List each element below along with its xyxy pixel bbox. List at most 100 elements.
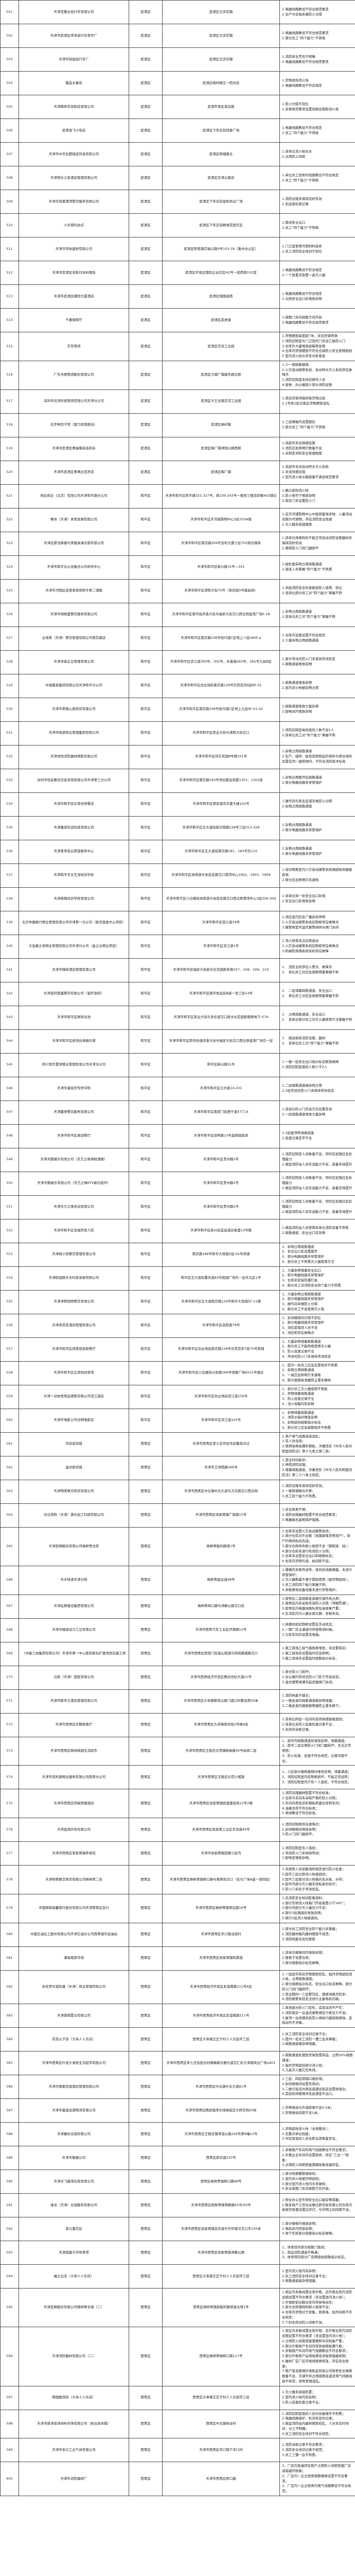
district-cell: 武清区 [129,166,163,190]
district-cell: 和平区 [129,1266,163,1291]
issue-line: 3.机械防排烟系统风机存在故障 [282,948,329,953]
unit-name-cell: 日新（天津）塑胶有限公司 [19,1665,129,1690]
issue-line: 2.巡查记录签字不全 [282,1136,312,1140]
issue-line: 3.员工消防四个能力掌握不熟； [282,1583,329,1587]
address-cell: 杨柳青柳口路与津静公路交口处 [162,1594,280,1619]
district-cell: 武清区 [129,47,163,72]
district-cell: 和平区 [129,887,163,911]
issue-line: 5.银行2层消火栓被遮挡。 [282,1916,321,1920]
issue-line: 4.仓库内货物过于密集，距离墙、柱的间距不符合规定； [282,2310,352,2319]
unit-name-cell: 嫚之云店（大寺人人乐店） [19,2264,129,2289]
issue-line: 2.部分仓库对外出租（张国麻辣烫等商户），商户内电线私拉乱接； [282,1534,350,1543]
issues-cell: 1.商户电气线路连接混乱； 2.有人员住宿； 3.使用易燃易爆彩钢板，涉嫌违反《中华… [279,1432,355,1456]
issue-line: 1.消防控制室人员数量不足，同时应加强应急处理能力 [282,1152,352,1162]
issue-line: 1.消火栓泵无法远程启动 [282,939,319,943]
issues-cell: 1.疏散通道处摆放货架放置商品，占用30%疏散通道； 2.临时货物遮挡部分消火栓；… [279,2051,355,2075]
unit-name-cell: 天津市中农化肥储运贸易有限公司 [19,142,129,166]
issues-cell: 1.一楼一层安全出口指示标志脱落故障 2.消防控制室值班人数少于2人 [279,1053,355,1077]
issues-cell: 1.部分常闭式防火门未保持常闭状态 2.疏散通道堆放杂物 [279,650,355,674]
district-cell: 和平区 [129,981,163,1006]
address-cell: 天津市和平区福安大街新文化花园新秀居207、208、209、210 [162,958,280,982]
row-index-cell: 597 [0,2385,19,2410]
issues-cell: 1.消火栓泵无法远程启动 2.火灾自动报警系统控制柜存在故障点 3.机械防排烟系统风… [279,934,355,959]
issues-cell: 1.库房货架顶端存放货物过高 2.1号库2层分拣区货物摆放混乱 [279,389,355,414]
issue-line: 2.部分员工“四个能力”不熟练 [282,36,326,40]
row-index-cell: 517 [0,389,19,414]
row-index-cell: 575 [0,1789,19,1818]
unit-name-cell: 维龙（天津）仓储服务有限公司 [19,2193,129,2217]
issue-line: 2.银行东侧消火栓箱门开启角度小于160°； [282,1901,347,1905]
issue-line: 3.部分疏散指示标志故障。 [282,1960,322,1965]
issue-line: 2.室内消火栓内有杂物； [282,2395,319,2400]
unit-name-cell: （中建三局集团有限公司）天津市第一中心医院新址扩建项目在建工地 [19,1641,129,1666]
district-cell: 西青区 [129,2327,163,2386]
address-cell: 武清区王庆坨镇 [162,47,280,72]
unit-name-cell: 天津一动体育用品销售有限公司滨江道店 [19,1384,129,1409]
unit-name-cell: 天津爱秀智云美容服务中心 [19,839,129,864]
issue-line: 2.火灾自动报警系统控制柜存在故障点 [282,944,339,948]
unit-name-cell: 天津和平学文艺涛培训学校 [19,863,129,888]
row-index-cell: 591 [0,2193,19,2217]
table-row: 563 天津物美联京商贸有限公司 西青区 天津市西青区中北镇中北大道与万卉路交口西北侧… [0,1479,355,1504]
issue-line: 3、体育馆内部分广告牌遮挡疏散指示标志。 [282,2255,348,2260]
table-row: 585 天津市西青区叶波大湖发生活超市有限公司 西青区 天津市西青区李七庄街武台村隆琳… [0,2051,355,2075]
district-cell: 武清区 [129,413,163,437]
district-cell: 西青区 [129,2027,163,2052]
issue-line: 2.杂物占用疏散通道 [282,804,312,808]
issue-line: 1.该单位楼梯间内堆放杂物； [282,1951,326,1955]
issue-line: 2.无巡查检查记录 [282,201,309,206]
table-row: 597 韩国服饰店（大寺人人乐店） 西青区 西青区大寺镇王庄子村人人乐超市三层 1.灭火… [0,2385,355,2410]
unit-name-cell: 天津市电影公司光明电影院 [19,1408,129,1433]
issue-line: 4、消火栓箱内有杂物 [282,1401,314,1406]
issue-line: 2、杂物占用疏散通道 [282,1368,314,1372]
table-row: 599 天津市安兴工业气体有限公司 西青区 天津市西青区辛口镇下辛口村 1.消防演练记录… [0,2438,355,2463]
table-row: 567 天津弘野建设集团有限公司 西青区 杨柳青柳口路与津静公路交口处 1.宿舍区二层疏… [0,1594,355,1619]
row-index-cell: 502 [0,24,19,48]
issue-line: 1.安全距离不够； [282,1507,309,1512]
issue-line: 1.多数租户车间内电气线路敷设不符合要求； [282,2148,349,2152]
address-cell: 天津市西青区王稳庄示范镇稳泰路45号底商二层 [162,1736,280,1766]
row-index-cell: 526 [0,602,19,627]
district-cell: 和平区 [129,1076,163,1101]
address-cell: 天津市西青经济开发区友谊南路111号A区 [162,1970,280,2004]
issue-line: 2.封闭楼梯间堆放杂物； [282,1827,319,1832]
issue-line: 3.部分仓库构件耐火极限不足（钢制梁、柱）； [282,1544,350,1548]
unit-name-cell: 天津市西青区伟娟快捷酒店 [19,1789,129,1818]
table-row: 517 深圳市北领科技物流有限公司天津分公司 武清区 武清区大王古镇京滨工业园 1.库房… [0,389,355,414]
unit-name-cell: 天津天鹏娱乐有限公司（东方之珠海鲜酒楼） [19,1147,129,1172]
unit-name-cell: 天津市和平区炒菜坊快餐店 [19,792,129,817]
address-cell: 武清区陈咀镇京福公路4号103-18（集中办公区） [162,237,280,261]
address-cell: 武清区杨村镇五一阳光店 [162,71,280,95]
table-row: 552 天津市和平区龙福宫老人院 和平区 天津市和平区新兴街宜昌道迎春里13号楼 1.微… [0,1218,355,1243]
issue-line: 2.该单位员工对“四个能力”掌握不熟 [282,733,335,737]
row-index-cell: 568 [0,1618,19,1642]
issue-line: 3、防火巡查记录不全 [282,1349,314,1353]
table-row: 571 天津市斯苓兰酒店管理有限公司 西青区 天津市西青区大寺镇黎双公路门道口村委会南… [0,1689,355,1714]
district-cell: 和平区 [129,673,163,698]
issue-line: 1.消防档案不健全； [282,1693,312,1698]
row-index-cell: 557 [0,1337,19,1362]
issue-line: 1.防火分隔不到位 [282,101,309,106]
address-cell: 天津市和平区滨江道143号 [162,1408,280,1433]
unit-name-cell: 天津翰侨车体制造有限公司 [19,95,129,119]
row-index-cell: 570 [0,1665,19,1690]
address-cell: 武清开发区泉达路 [162,95,280,119]
table-row: 547 天津赢绩餐饮服务有限公司 和平区 天津市和平区南营门街西宁道47门-A 1.该单… [0,1100,355,1125]
issue-line: 1.部分常闭式防火门未保持常闭状态 [282,657,335,662]
address-cell: 天津市西青区大寺镇爱尚街2号楼4层 [162,1713,280,1737]
issues-cell: 1.三层、四层排烟口被封堵； 2.封闭楼梯间设置布草间； 3.二楼与饭店共用走道通往… [279,2075,355,2099]
table-row: 554 天津民园欧乐夫科技发展有限公司 和平区 和平区五大道街重庆道83号民园广场负一… [0,1266,355,1291]
issue-line: 2.疏散通道堆放杂物 [282,662,312,666]
address-cell: 武清区京滨工业园 [162,332,280,361]
table-row: 526 天津市胡杨里餐饮服务有限公司 和平区 天津市和平区南市街庆善大街与福安大街交口… [0,602,355,627]
row-index-cell: 523 [0,531,19,556]
row-index-cell: 577 [0,1841,19,1866]
issues-cell: 1、提问一名员工应急处置程序不熟悉 2、杂物占用疏散通道 3、一具应急照明灯未通电 4… [279,1361,355,1385]
issues-cell: 1.电器线路敷设不符合规定 2.员工“四个能力”不熟练 [279,118,355,143]
issue-line: 1.货物摆放高度超7米，未设货架喷淋 [282,334,338,338]
unit-name-cell: 中国邮政储蓄银行股份有限公司天津西青区支行 [19,1893,129,1923]
table-row: 582 永旺梦乐城优雅（天津）商业管理有限公司 西青区 天津市西青经济开发区友谊南路1… [0,1970,355,2004]
address-cell: 天津市和平区五大道南京路129号和平大悦城5F-11铺 [162,1290,280,1314]
issue-line: 1.库房货架顶端存放货物过高 [282,396,326,401]
unit-name-cell: 天津市和平区龙福宫老人院 [19,1218,129,1243]
